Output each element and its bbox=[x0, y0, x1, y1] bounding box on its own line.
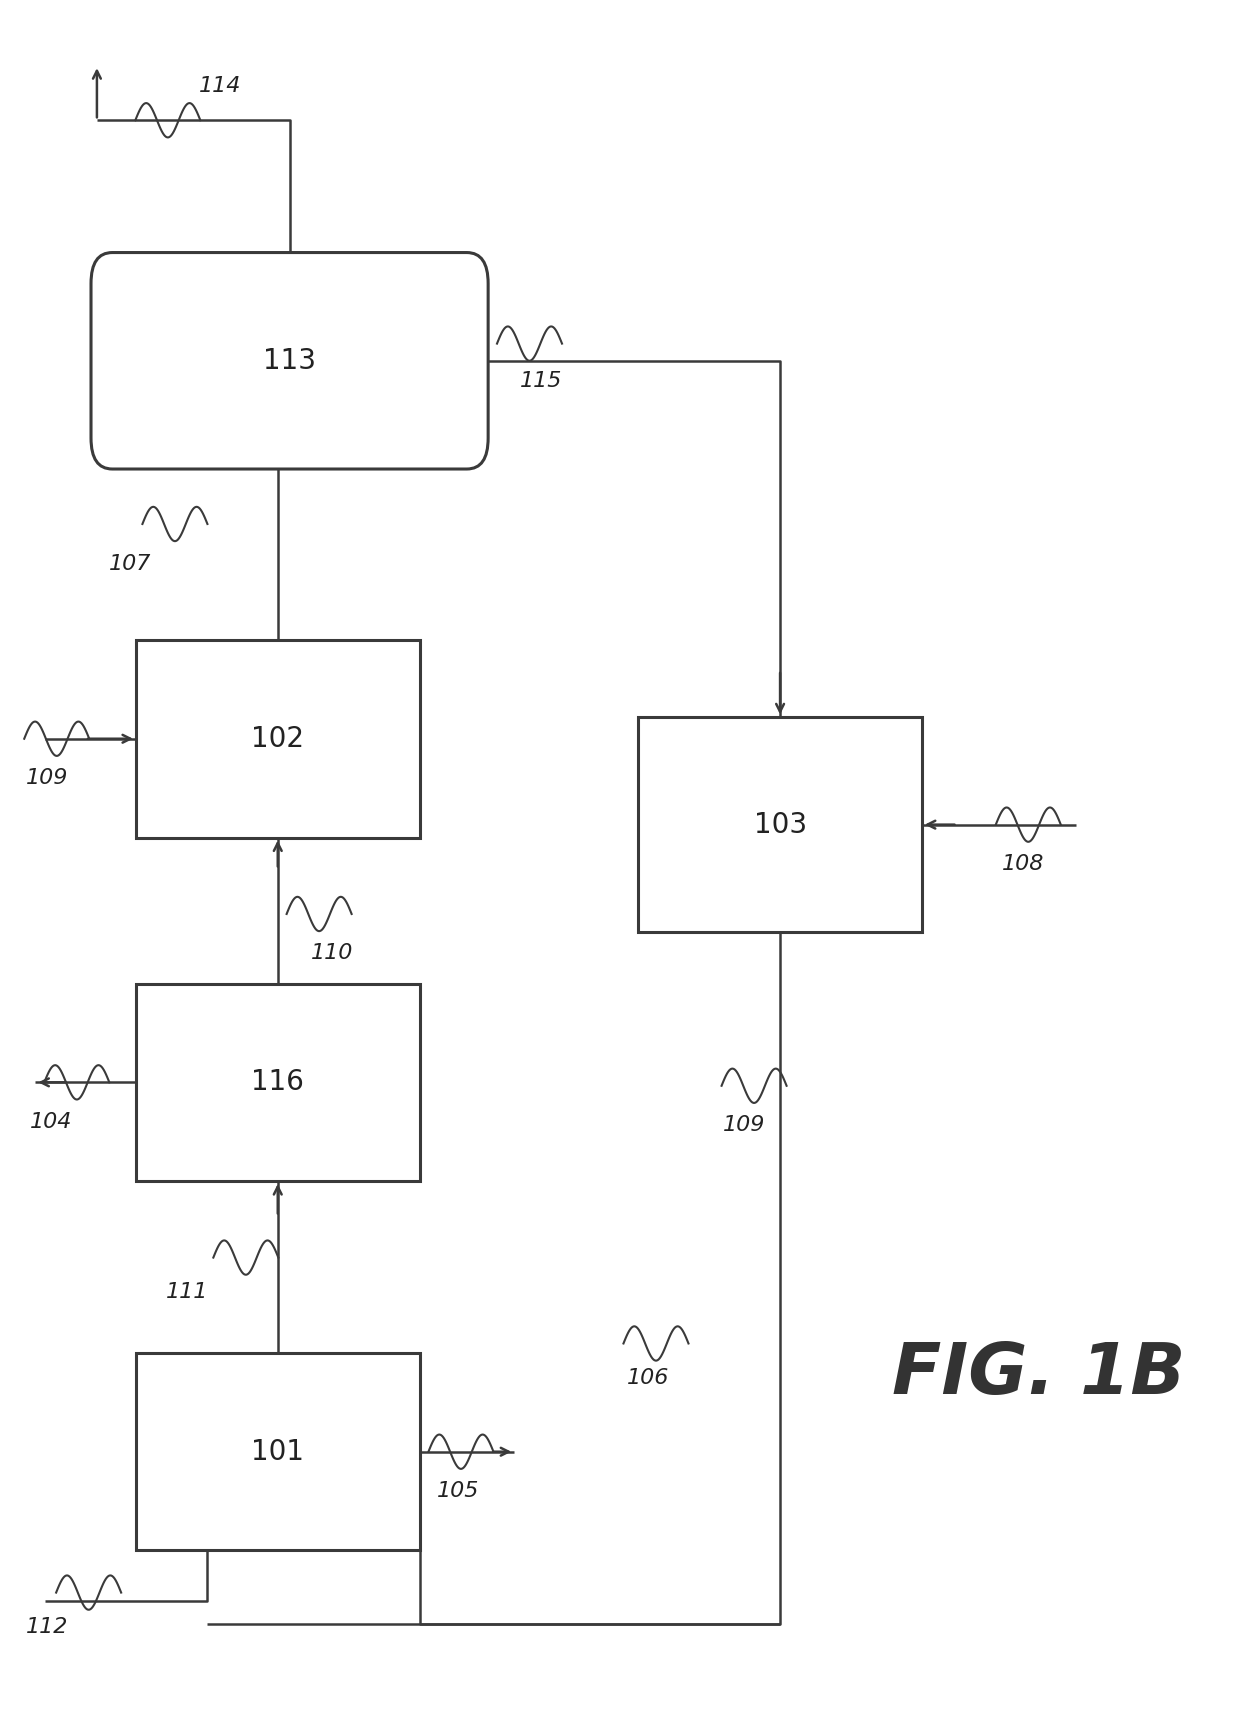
Text: 112: 112 bbox=[26, 1617, 68, 1637]
Text: 105: 105 bbox=[438, 1481, 480, 1502]
Text: 113: 113 bbox=[263, 347, 316, 375]
Text: 111: 111 bbox=[165, 1282, 208, 1302]
Text: 107: 107 bbox=[109, 553, 151, 574]
Bar bbox=[639, 718, 921, 931]
Bar bbox=[136, 983, 419, 1182]
Bar bbox=[136, 1354, 419, 1550]
Text: 106: 106 bbox=[626, 1368, 668, 1388]
Text: 110: 110 bbox=[311, 943, 353, 964]
Text: 114: 114 bbox=[198, 76, 241, 96]
FancyBboxPatch shape bbox=[91, 253, 489, 469]
Text: FIG. 1B: FIG. 1B bbox=[893, 1340, 1185, 1409]
Text: 115: 115 bbox=[520, 371, 563, 392]
Text: 104: 104 bbox=[30, 1112, 72, 1132]
Text: 102: 102 bbox=[252, 725, 304, 752]
Bar bbox=[136, 641, 419, 838]
Text: 101: 101 bbox=[252, 1438, 304, 1465]
Text: 109: 109 bbox=[26, 768, 68, 789]
Text: 103: 103 bbox=[754, 811, 807, 838]
Text: 109: 109 bbox=[723, 1115, 766, 1136]
Text: 108: 108 bbox=[1002, 854, 1044, 874]
Text: 116: 116 bbox=[252, 1069, 304, 1096]
